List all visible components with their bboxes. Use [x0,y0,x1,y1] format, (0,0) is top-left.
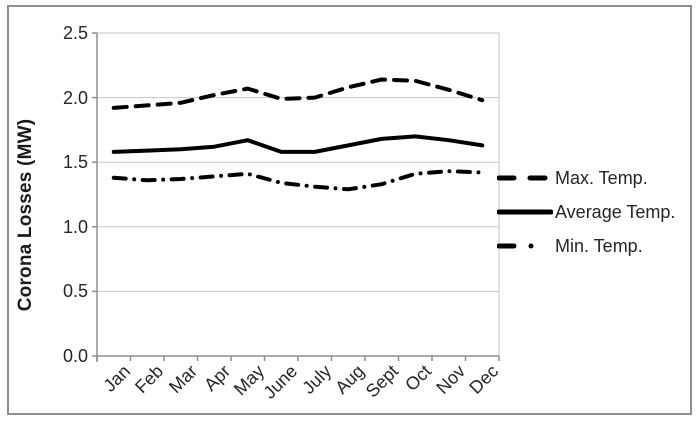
legend-label: Min. Temp. [555,235,643,256]
legend-key-solid-line [497,209,553,215]
y-axis-title: Corona Losses (MW) [15,118,36,312]
legend-item: Average Temp. [497,200,697,224]
y-tick-label: 1.5 [62,152,88,173]
grid-layer [97,32,500,356]
legend-key-dashed-line [497,175,553,181]
y-tick-label: 1.0 [62,216,88,237]
y-tick-label: 0.5 [62,281,88,302]
legend: Max. Temp. Average Temp. Min. Temp. [497,166,697,268]
legend-item: Max. Temp. [497,166,697,190]
y-tick-label: 2.5 [62,23,88,43]
legend-key-dot [528,243,534,249]
series-layer [111,77,485,192]
legend-label: Average Temp. [555,201,676,222]
series-line-min-temp [111,169,485,192]
y-tick-label: 2.0 [62,87,88,108]
series-line-max-temp [111,77,485,110]
legend-key-dashdot-line [497,243,534,249]
series-line-average-temp [111,134,485,154]
y-tick-label: 0.0 [62,346,88,366]
axis-layer [92,32,500,362]
legend-label: Max. Temp. [555,167,648,188]
legend-item: Min. Temp. [497,234,697,258]
